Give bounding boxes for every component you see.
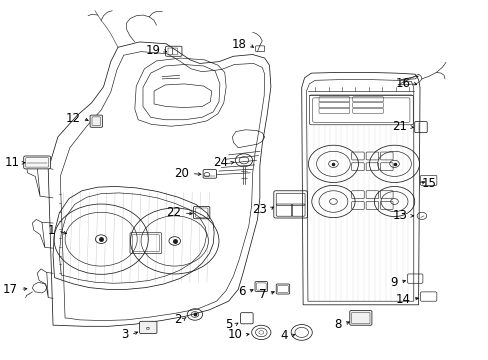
Text: 10: 10 — [227, 328, 242, 341]
FancyBboxPatch shape — [140, 321, 157, 333]
Text: 17: 17 — [3, 283, 18, 296]
Text: 3: 3 — [121, 328, 128, 341]
Text: 23: 23 — [252, 203, 266, 216]
Text: 12: 12 — [65, 112, 81, 125]
Text: 5: 5 — [224, 318, 232, 331]
Text: 11: 11 — [4, 156, 20, 169]
Text: 2: 2 — [174, 312, 181, 326]
Text: 21: 21 — [392, 121, 407, 134]
Text: 15: 15 — [421, 177, 436, 190]
Text: 8: 8 — [334, 318, 341, 331]
Text: 1: 1 — [48, 224, 55, 238]
Text: 9: 9 — [389, 276, 397, 289]
FancyBboxPatch shape — [349, 311, 371, 325]
FancyBboxPatch shape — [90, 115, 102, 127]
Text: 14: 14 — [395, 293, 409, 306]
Text: 4: 4 — [280, 329, 287, 342]
Text: 16: 16 — [395, 77, 409, 90]
Text: 22: 22 — [166, 207, 181, 220]
Text: 20: 20 — [174, 167, 189, 180]
FancyBboxPatch shape — [23, 156, 51, 169]
Text: 18: 18 — [231, 38, 246, 51]
Text: 6: 6 — [238, 285, 245, 298]
Text: 7: 7 — [258, 288, 265, 301]
Text: 13: 13 — [392, 210, 407, 222]
Text: 24: 24 — [213, 156, 228, 169]
Text: 19: 19 — [145, 44, 160, 57]
Text: ʊ: ʊ — [146, 325, 150, 330]
